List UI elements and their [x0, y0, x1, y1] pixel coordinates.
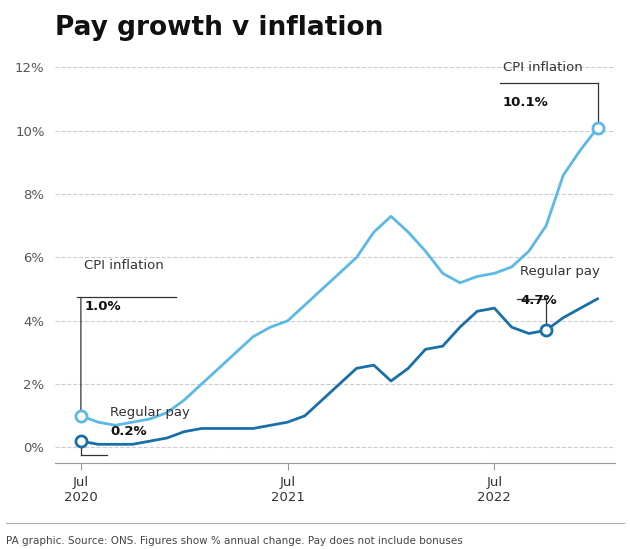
Text: Pay growth v inflation: Pay growth v inflation — [55, 15, 384, 41]
Text: 0.2%: 0.2% — [110, 425, 147, 438]
Text: 1.0%: 1.0% — [84, 300, 121, 313]
Text: 4.7%: 4.7% — [520, 294, 557, 307]
Text: Regular pay: Regular pay — [520, 265, 600, 278]
Text: CPI inflation: CPI inflation — [84, 259, 164, 272]
Text: CPI inflation: CPI inflation — [503, 61, 583, 74]
Text: 10.1%: 10.1% — [503, 96, 549, 109]
Text: Regular pay: Regular pay — [110, 406, 190, 419]
Text: PA graphic. Source: ONS. Figures show % annual change. Pay does not include bonu: PA graphic. Source: ONS. Figures show % … — [6, 536, 463, 546]
